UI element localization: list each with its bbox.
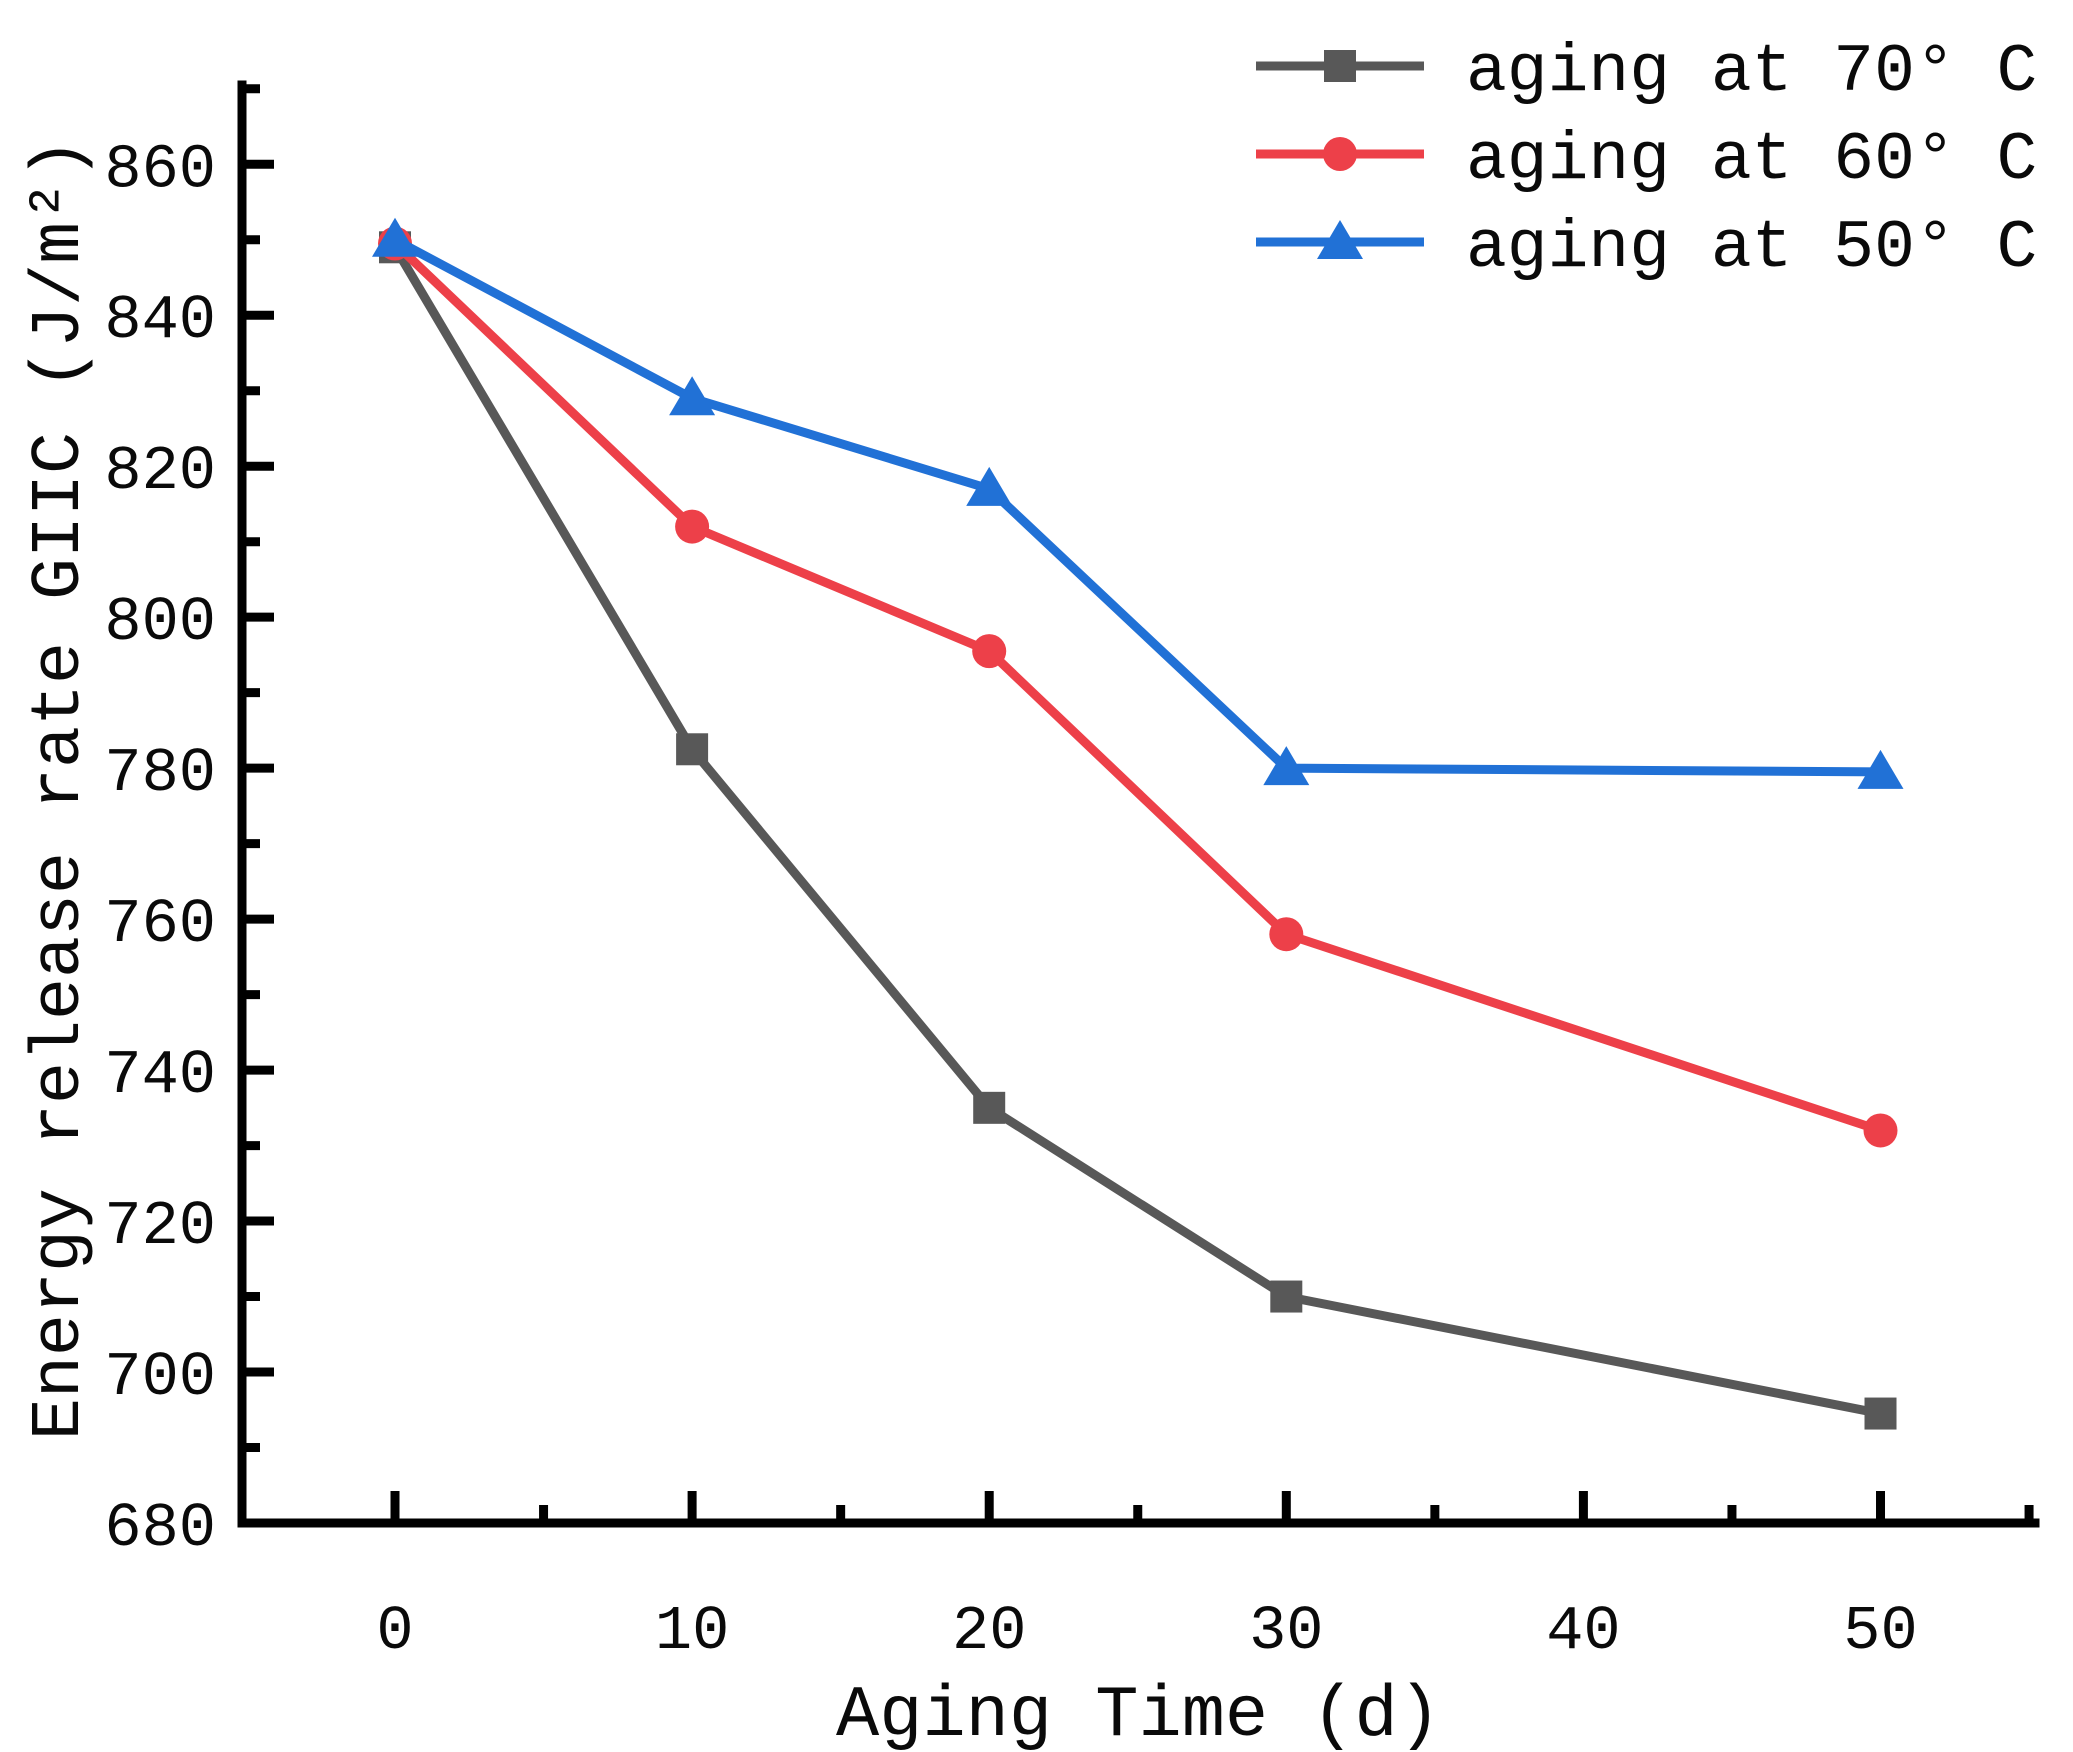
series-circle (378, 226, 1898, 1148)
series-square (379, 231, 1897, 1430)
y-axis-title: Energy release rate GIIC (J/m²) (21, 138, 100, 1440)
y-tick-label: 820 (104, 436, 216, 507)
y-tick-label: 740 (104, 1040, 216, 1111)
data-point (973, 1091, 1006, 1124)
y-tick-label: 840 (104, 285, 216, 356)
y-tick-label: 860 (104, 134, 216, 205)
data-point (676, 733, 709, 766)
x-tick-label: 30 (1249, 1596, 1323, 1667)
data-point (1857, 749, 1904, 789)
series-line (391, 240, 1882, 1135)
data-point (675, 509, 710, 544)
data-point (669, 376, 716, 416)
y-tick-label: 780 (104, 738, 216, 809)
x-tick-label: 10 (655, 1596, 729, 1667)
legend: aging at 70° C aging at 60° C aging at 50°… (1256, 34, 2037, 287)
axis-ticks (242, 84, 2034, 1528)
legend-label: aging at 60° C (1466, 122, 2037, 199)
data-point (1270, 1280, 1303, 1313)
legend-marker-square (1324, 50, 1356, 82)
x-tick-label: 40 (1546, 1596, 1620, 1667)
series-line (392, 235, 1881, 777)
x-tick-label: 20 (952, 1596, 1026, 1667)
data-point (1864, 1397, 1897, 1430)
legend-label: aging at 50° C (1466, 210, 2037, 287)
y-tick-label: 680 (104, 1493, 216, 1564)
data-point (1863, 1113, 1898, 1148)
legend-item: aging at 60° C (1256, 122, 2037, 199)
y-tick-label: 760 (104, 889, 216, 960)
data-point (966, 466, 1013, 506)
legend-item: aging at 50° C (1256, 210, 2037, 287)
series-triangle (372, 217, 1904, 789)
data-point (1263, 746, 1310, 786)
data-point (972, 634, 1007, 669)
x-tick-label: 0 (376, 1596, 413, 1667)
legend-item: aging at 70° C (1256, 34, 2037, 111)
legend-label: aging at 70° C (1466, 34, 2037, 111)
series-line (391, 245, 1882, 1418)
x-tick-label: 50 (1843, 1596, 1917, 1667)
y-tick-label: 700 (104, 1342, 216, 1413)
data-point (1269, 917, 1304, 952)
legend-marker-triangle (1317, 220, 1363, 259)
x-axis-title: Aging Time (d) (836, 1675, 1441, 1752)
legend-marker-circle (1323, 137, 1357, 171)
data-point (372, 217, 419, 257)
y-tick-label: 720 (104, 1191, 216, 1262)
y-tick-label: 800 (104, 587, 216, 658)
